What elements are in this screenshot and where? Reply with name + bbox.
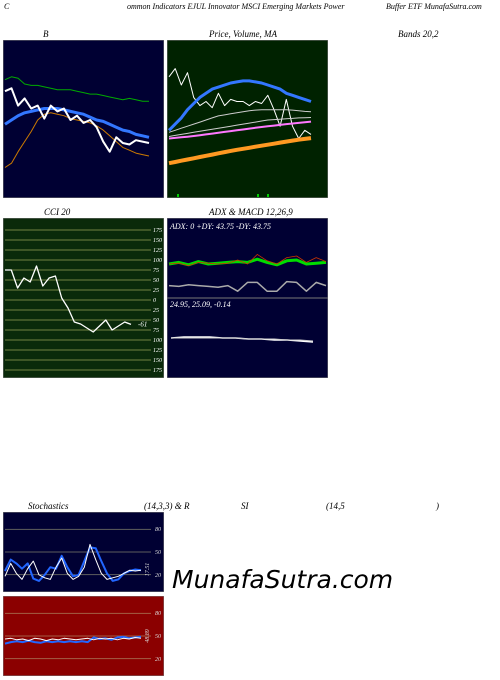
macd-readout: 24.95, 25.09, -0.14 bbox=[170, 300, 231, 309]
stoch-title-e: ) bbox=[436, 501, 439, 511]
cci-tick-label: 75 bbox=[153, 268, 159, 274]
cci-tick-label: 125 bbox=[153, 348, 162, 354]
cci-tick-label: 175 bbox=[153, 228, 162, 234]
price-title: Price, Volume, MA bbox=[209, 29, 277, 39]
stoch-k-line bbox=[4, 546, 142, 582]
cci-tick-label: 0 bbox=[153, 298, 156, 304]
osc-tick-label: 80 bbox=[155, 527, 161, 533]
adx-line bbox=[168, 280, 327, 292]
cci-tick-label: 100 bbox=[153, 258, 162, 264]
header-site: Buffer ETF MunafaSutra.com bbox=[386, 2, 482, 11]
brand-watermark: MunafaSutra.com bbox=[172, 565, 394, 594]
cci-tick-label: 150 bbox=[153, 238, 162, 244]
price-line bbox=[4, 87, 150, 153]
bands-title-rest: Bands 20,2 bbox=[398, 29, 439, 39]
cci-chart: 175 150 125 100 75 50 25 0 25 50 75 100 125 150 175 -61 bbox=[3, 218, 164, 378]
cci-tick-label: 25 bbox=[153, 288, 159, 294]
rsi-chart: 80 50 20 48.89 bbox=[3, 596, 164, 676]
price-ma-chart bbox=[167, 40, 328, 198]
stoch-title-c: SI bbox=[241, 501, 249, 511]
cci-tick-label: 125 bbox=[153, 248, 162, 254]
cci-line bbox=[5, 265, 132, 333]
adx-readout: ADX: 0 +DY: 43.75 -DY: 43.75 bbox=[169, 222, 271, 231]
middle-band-line bbox=[4, 107, 150, 139]
stoch-title-b: (14,3,3) & R bbox=[144, 501, 190, 511]
ma-line-blue bbox=[167, 79, 312, 132]
cci-tick-label: 175 bbox=[153, 368, 162, 374]
volume-bar bbox=[177, 194, 179, 197]
header-c: C bbox=[4, 2, 10, 11]
osc-tick-label: 20 bbox=[155, 657, 161, 663]
adx-plus-di-line bbox=[168, 257, 327, 267]
cci-tick-label: 75 bbox=[153, 328, 159, 334]
cci-bg bbox=[3, 218, 164, 378]
adx-macd-title: ADX & MACD 12,26,9 bbox=[209, 207, 293, 217]
stoch-last-label: 17.51 bbox=[145, 563, 151, 577]
upper-band-line bbox=[4, 76, 149, 102]
ma-line-grey bbox=[168, 109, 312, 133]
ma-line-orange bbox=[168, 136, 312, 166]
cci-tick-label: 150 bbox=[153, 358, 162, 364]
bollinger-chart bbox=[3, 40, 164, 198]
osc-tick-label: 50 bbox=[155, 550, 161, 556]
bands-title-b: B bbox=[43, 29, 49, 39]
bollinger-bg bbox=[3, 40, 164, 198]
cci-last-label: -61 bbox=[138, 320, 147, 328]
volume-bar bbox=[267, 194, 269, 197]
stochastics-chart: 80 50 20 17.51 bbox=[3, 512, 164, 592]
macd-signal-line bbox=[171, 337, 314, 342]
price-bg bbox=[167, 40, 328, 198]
header-title: ommon Indicators EJUL Innovator MSCI Eme… bbox=[127, 2, 345, 11]
osc-tick-label: 80 bbox=[155, 611, 161, 617]
rsi-signal-line bbox=[4, 637, 142, 642]
osc-tick-label: 50 bbox=[155, 634, 161, 640]
cci-tick-label: 25 bbox=[153, 308, 159, 314]
stoch-title-d: (14,5 bbox=[326, 501, 345, 511]
ma-line-pink bbox=[168, 120, 312, 140]
rsi-last-label: 48.89 bbox=[144, 629, 151, 643]
stoch-d-line bbox=[4, 543, 142, 580]
cci-tick-label: 100 bbox=[153, 338, 162, 344]
stoch-title-a: Stochastics bbox=[28, 501, 69, 511]
volume-bar bbox=[257, 194, 259, 197]
lower-band-line bbox=[4, 112, 150, 168]
cci-title: CCI 20 bbox=[44, 207, 71, 217]
price-line bbox=[168, 68, 312, 139]
ma-line-grey bbox=[168, 117, 312, 137]
cci-tick-label: 50 bbox=[153, 278, 159, 284]
cci-tick-label: 50 bbox=[153, 318, 159, 324]
adx-macd-chart: ADX: 0 +DY: 43.75 -DY: 43.75 24.95, 25.0… bbox=[167, 218, 328, 378]
osc-tick-label: 20 bbox=[155, 573, 161, 579]
adx-minus-di-line bbox=[168, 254, 327, 266]
